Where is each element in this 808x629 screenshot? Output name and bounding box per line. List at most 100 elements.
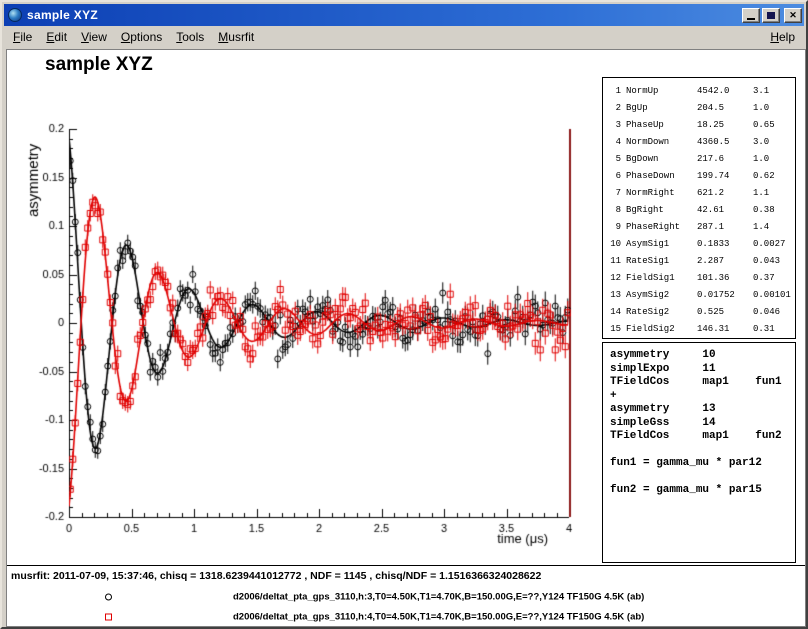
parameter-box: 1NormUp4542.03.12BgUp204.51.03PhaseUp18.…: [602, 77, 796, 339]
menu-item-help[interactable]: Help: [763, 28, 802, 46]
theory-line: TFieldCos map1 fun1: [610, 376, 791, 390]
param-row: 7NormRight621.21.1: [607, 185, 792, 202]
theory-line: TFieldCos map1 fun2: [610, 430, 791, 444]
open-circle-icon: [105, 594, 112, 601]
param-value: 0.1833: [697, 236, 753, 253]
param-name: NormUp: [621, 83, 697, 100]
param-row: 15FieldSig2146.310.31: [607, 321, 792, 338]
param-row: 8BgRight42.610.38: [607, 202, 792, 219]
param-name: PhaseDown: [621, 168, 697, 185]
theory-line: simplExpo 11: [610, 363, 791, 377]
param-name: FieldSig2: [621, 321, 697, 338]
param-error: 0.00101: [753, 287, 792, 304]
param-index: 9: [607, 219, 621, 236]
title-bar[interactable]: sample XYZ ✕: [4, 4, 804, 26]
param-name: AsymSig1: [621, 236, 697, 253]
param-name: BgDown: [621, 151, 697, 168]
param-value: 0.525: [697, 304, 753, 321]
param-row: 2BgUp204.51.0: [607, 100, 792, 117]
app-icon[interactable]: [8, 8, 22, 22]
param-index: 8: [607, 202, 621, 219]
param-value: 217.6: [697, 151, 753, 168]
param-row: 13AsymSig20.017520.00101: [607, 287, 792, 304]
menu-item-options[interactable]: Options: [114, 28, 169, 46]
param-index: 3: [607, 117, 621, 134]
param-name: BgRight: [621, 202, 697, 219]
param-row: 12FieldSig1101.360.37: [607, 270, 792, 287]
menu-item-file[interactable]: File: [6, 28, 39, 46]
param-value: 287.1: [697, 219, 753, 236]
param-index: 11: [607, 253, 621, 270]
param-value: 0.01752: [697, 287, 753, 304]
param-value: 146.31: [697, 321, 753, 338]
param-error: 0.65: [753, 117, 792, 134]
param-index: 1: [607, 83, 621, 100]
theory-line: fun1 = gamma_mu * par12: [610, 457, 791, 471]
theory-line: [610, 471, 791, 485]
param-name: AsymSig2: [621, 287, 697, 304]
legend-row: d2006/deltat_pta_gps_3110,h:3,T0=4.50K,T…: [7, 588, 805, 606]
theory-line: asymmetry 13: [610, 403, 791, 417]
param-index: 6: [607, 168, 621, 185]
root-canvas-area: sample XYZ 1NormUp4542.03.12BgUp204.51.0…: [6, 49, 806, 627]
param-value: 101.36: [697, 270, 753, 287]
theory-line: +: [610, 390, 791, 404]
menu-item-musrfit[interactable]: Musrfit: [211, 28, 261, 46]
close-button[interactable]: ✕: [784, 8, 802, 23]
param-row: 3PhaseUp18.250.65: [607, 117, 792, 134]
maximize-button[interactable]: [762, 8, 780, 23]
maximize-icon: [767, 12, 775, 19]
theory-line: [610, 444, 791, 458]
param-value: 204.5: [697, 100, 753, 117]
param-row: 6PhaseDown199.740.62: [607, 168, 792, 185]
open-square-icon: [105, 614, 112, 621]
minimize-icon: [747, 18, 755, 20]
footer-pad: musrfit: 2011-07-09, 15:37:46, chisq = 1…: [7, 565, 805, 626]
param-error: 0.31: [753, 321, 792, 338]
param-error: 3.1: [753, 83, 792, 100]
param-index: 10: [607, 236, 621, 253]
param-name: FieldSig1: [621, 270, 697, 287]
param-row: 11RateSig12.2870.043: [607, 253, 792, 270]
param-value: 42.61: [697, 202, 753, 219]
param-error: 1.1: [753, 185, 792, 202]
param-value: 2.287: [697, 253, 753, 270]
param-error: 3.0: [753, 134, 792, 151]
menu-item-view[interactable]: View: [74, 28, 114, 46]
param-name: NormDown: [621, 134, 697, 151]
param-error: 0.046: [753, 304, 792, 321]
close-icon: ✕: [789, 11, 797, 20]
menu-item-tools[interactable]: Tools: [169, 28, 211, 46]
theory-line: asymmetry 10: [610, 349, 791, 363]
menu-item-edit[interactable]: Edit: [39, 28, 74, 46]
param-row: 9PhaseRight287.11.4: [607, 219, 792, 236]
param-value: 199.74: [697, 168, 753, 185]
legend-label: d2006/deltat_pta_gps_3110,h:4,T0=4.50K,T…: [233, 612, 644, 623]
legend-label: d2006/deltat_pta_gps_3110,h:3,T0=4.50K,T…: [233, 592, 644, 603]
app-window: sample XYZ ✕ File Edit View Options Tool…: [0, 0, 808, 629]
param-name: RateSig1: [621, 253, 697, 270]
param-error: 1.0: [753, 100, 792, 117]
param-index: 5: [607, 151, 621, 168]
param-error: 0.37: [753, 270, 792, 287]
plot-title: sample XYZ: [45, 54, 153, 76]
param-value: 4542.0: [697, 83, 753, 100]
param-value: 4360.5: [697, 134, 753, 151]
param-value: 621.2: [697, 185, 753, 202]
window-controls: ✕: [742, 8, 802, 23]
param-index: 15: [607, 321, 621, 338]
param-row: 14RateSig20.5250.046: [607, 304, 792, 321]
param-name: BgUp: [621, 100, 697, 117]
param-index: 4: [607, 134, 621, 151]
param-error: 0.38: [753, 202, 792, 219]
param-error: 0.0027: [753, 236, 792, 253]
legend-row: d2006/deltat_pta_gps_3110,h:4,T0=4.50K,T…: [7, 608, 805, 626]
param-error: 0.043: [753, 253, 792, 270]
param-index: 12: [607, 270, 621, 287]
param-index: 2: [607, 100, 621, 117]
theory-line: simpleGss 14: [610, 417, 791, 431]
param-name: RateSig2: [621, 304, 697, 321]
minimize-button[interactable]: [742, 8, 760, 23]
param-row: 1NormUp4542.03.1: [607, 83, 792, 100]
param-row: 10AsymSig10.18330.0027: [607, 236, 792, 253]
